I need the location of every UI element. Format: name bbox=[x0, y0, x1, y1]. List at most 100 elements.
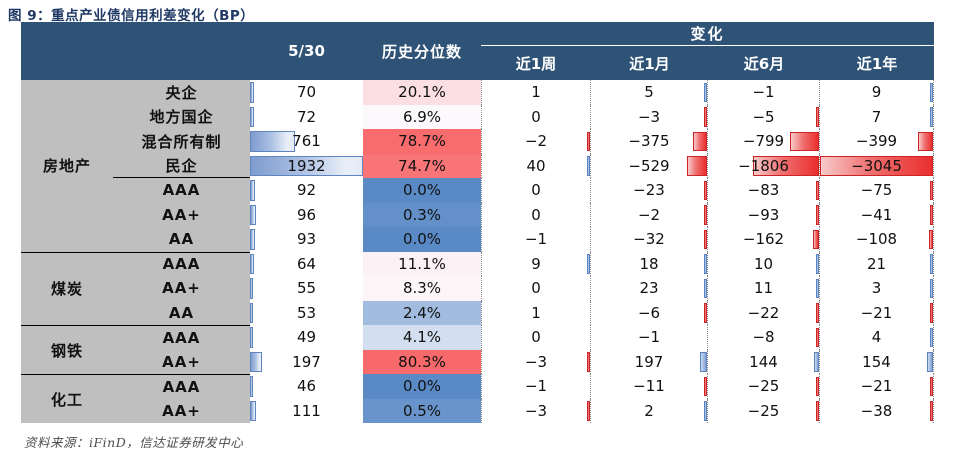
change-cell: −93 bbox=[708, 202, 820, 227]
change-cell: 5 bbox=[591, 80, 708, 105]
industry-cell: 化工 bbox=[21, 374, 113, 423]
negative-change-bar bbox=[816, 303, 819, 323]
spread-data-bar bbox=[250, 82, 255, 103]
change-cell: −21 bbox=[820, 300, 934, 325]
percentile-cell: 2.4% bbox=[363, 300, 481, 325]
change-cell: −6 bbox=[591, 300, 708, 325]
spread-value-cell: 1932 bbox=[250, 153, 363, 178]
spread-value-cell: 70 bbox=[250, 80, 363, 105]
negative-change-bar bbox=[816, 107, 819, 127]
change-cell: 10 bbox=[708, 251, 820, 276]
header-change-6m: 近6月 bbox=[743, 54, 785, 73]
spread-value-cell: 96 bbox=[250, 202, 363, 227]
change-cell: −1806 bbox=[708, 153, 820, 178]
spread-data-bar bbox=[250, 351, 262, 372]
header-change-1y: 近1年 bbox=[856, 54, 898, 73]
spread-data-bar bbox=[250, 376, 253, 397]
negative-change-bar bbox=[686, 156, 707, 176]
positive-change-bar bbox=[930, 278, 933, 298]
spread-value-cell: 72 bbox=[250, 104, 363, 129]
change-cell: −2 bbox=[591, 202, 708, 227]
spread-value-cell: 92 bbox=[250, 178, 363, 203]
negative-change-bar bbox=[930, 303, 933, 323]
change-cell: −32 bbox=[591, 227, 708, 252]
negative-change-bar bbox=[816, 376, 819, 396]
change-cell: −3045 bbox=[820, 153, 934, 178]
change-cell: −11 bbox=[591, 374, 708, 399]
change-cell: −5 bbox=[708, 104, 820, 129]
negative-change-bar bbox=[813, 229, 819, 249]
change-cell: −799 bbox=[708, 129, 820, 154]
spread-data-bar bbox=[250, 204, 256, 225]
spread-data-bar bbox=[250, 327, 253, 348]
change-cell: 9 bbox=[481, 251, 591, 276]
percentile-cell: 11.1% bbox=[363, 251, 481, 276]
industry-cell: 房地产 bbox=[21, 80, 113, 252]
change-cell: 11 bbox=[708, 276, 820, 301]
change-cell: −38 bbox=[820, 398, 934, 423]
positive-change-bar bbox=[704, 254, 707, 274]
percentile-cell: 4.1% bbox=[363, 325, 481, 350]
percentile-cell: 74.7% bbox=[363, 153, 481, 178]
percentile-cell: 78.7% bbox=[363, 129, 481, 154]
positive-change-bar bbox=[816, 254, 819, 274]
negative-change-bar bbox=[704, 376, 707, 396]
change-cell: 197 bbox=[591, 349, 708, 374]
category-cell: AAA bbox=[113, 178, 250, 203]
positive-change-bar bbox=[587, 254, 590, 274]
percentile-cell: 80.3% bbox=[363, 349, 481, 374]
negative-change-bar bbox=[815, 205, 819, 225]
change-cell: 18 bbox=[591, 251, 708, 276]
percentile-cell: 0.0% bbox=[363, 178, 481, 203]
negative-change-bar bbox=[587, 401, 590, 421]
percentile-cell: 0.0% bbox=[363, 227, 481, 252]
percentile-cell: 0.5% bbox=[363, 398, 481, 423]
change-cell: 7 bbox=[820, 104, 934, 129]
spread-value-cell: 49 bbox=[250, 325, 363, 350]
positive-change-bar bbox=[930, 327, 933, 347]
header-change-group: 变化 bbox=[481, 22, 934, 46]
category-cell: AA+ bbox=[113, 398, 250, 423]
negative-change-bar bbox=[930, 401, 933, 421]
spread-value-cell: 197 bbox=[250, 349, 363, 374]
category-cell: AAA bbox=[113, 251, 250, 276]
category-cell: AAA bbox=[113, 325, 250, 350]
negative-change-bar bbox=[789, 131, 819, 151]
change-cell: −83 bbox=[708, 178, 820, 203]
change-cell: 0 bbox=[481, 178, 591, 203]
table-header: 5/30 历史分位数 变化 近1周 近1月 近6月 近1年 bbox=[21, 22, 934, 80]
table-body: 房地产 央企 70 20.1% 1 5 −1 9 地方国企 72 6.9% 0 −3 −5 7 混合所有制 76… bbox=[21, 80, 934, 423]
figure-title: 图 9：重点产业债信用利差变化（BP） bbox=[8, 8, 255, 24]
header-change-1m: 近1月 bbox=[629, 54, 670, 73]
negative-change-bar bbox=[918, 131, 933, 151]
header-date-column: 5/30 bbox=[288, 42, 325, 60]
positive-change-bar bbox=[816, 278, 819, 298]
change-cell: 144 bbox=[708, 349, 820, 374]
change-cell: −41 bbox=[820, 202, 934, 227]
change-cell: 23 bbox=[591, 276, 708, 301]
change-cell: −1 bbox=[481, 374, 591, 399]
negative-change-bar bbox=[587, 352, 590, 372]
change-cell: −1 bbox=[481, 227, 591, 252]
negative-change-bar bbox=[815, 180, 819, 200]
spread-value-cell: 64 bbox=[250, 251, 363, 276]
change-cell: 0 bbox=[481, 104, 591, 129]
spread-data-bar bbox=[250, 400, 257, 421]
spread-data-bar bbox=[250, 302, 254, 323]
negative-change-bar bbox=[930, 205, 933, 225]
spread-data-bar bbox=[250, 155, 363, 176]
category-cell: AA bbox=[113, 300, 250, 325]
positive-change-bar bbox=[587, 156, 590, 176]
change-cell: −21 bbox=[820, 374, 934, 399]
negative-change-bar bbox=[587, 131, 590, 151]
category-cell: AA+ bbox=[113, 276, 250, 301]
header-change-1w: 近1周 bbox=[515, 54, 557, 73]
percentile-cell: 20.1% bbox=[363, 80, 481, 105]
change-cell: −25 bbox=[708, 398, 820, 423]
change-cell: −1 bbox=[591, 325, 708, 350]
category-cell: 央企 bbox=[113, 80, 250, 105]
change-cell: 0 bbox=[481, 276, 591, 301]
negative-change-bar bbox=[704, 180, 707, 200]
percentile-cell: 0.0% bbox=[363, 374, 481, 399]
